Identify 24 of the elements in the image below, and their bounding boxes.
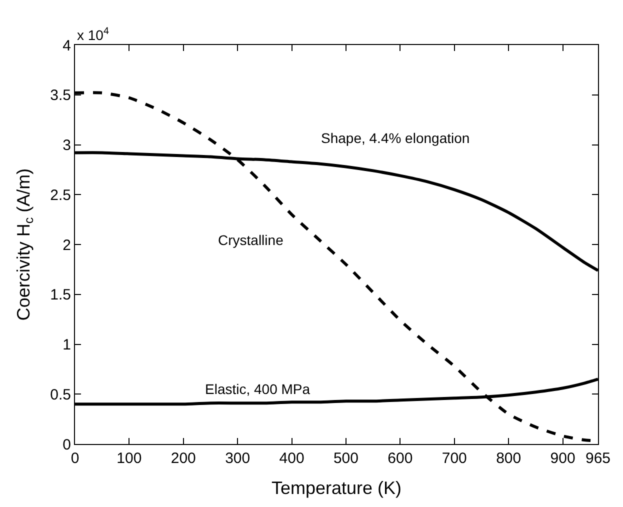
- y-tick-label: 3.5: [50, 87, 71, 104]
- x-tick-label: 900: [550, 450, 576, 467]
- x-tick-label: 100: [116, 450, 142, 467]
- x-tick-label: 600: [388, 450, 413, 467]
- x-tick-label: 200: [170, 450, 196, 467]
- x-tick-label: 500: [333, 450, 358, 467]
- series-label: Elastic, 400 MPa: [205, 381, 310, 397]
- x-tick-label: 300: [225, 450, 250, 467]
- y-tick-label: 1.5: [50, 286, 71, 304]
- x-tick-label: 400: [279, 450, 304, 467]
- y-tick-label: 1: [62, 336, 71, 354]
- x-tick-label: 965: [585, 450, 611, 467]
- y-tick-label: 0.5: [50, 386, 71, 404]
- y-tick-label: 2.5: [50, 186, 71, 204]
- y-tick-label: 0: [62, 436, 71, 454]
- series-label: Shape, 4.4% elongation: [321, 130, 470, 146]
- x-tick-label: 700: [442, 450, 467, 467]
- y-tick-label: 2: [62, 236, 71, 254]
- y-tick-label: 3: [62, 137, 71, 154]
- text: x 10$^{4}$: [77, 26, 110, 43]
- series-label: Crystalline: [218, 232, 284, 248]
- x-axis-title: Temperature (K): [271, 478, 402, 498]
- y-tick-label: 4: [62, 37, 71, 54]
- x-tick-label: 800: [496, 450, 522, 467]
